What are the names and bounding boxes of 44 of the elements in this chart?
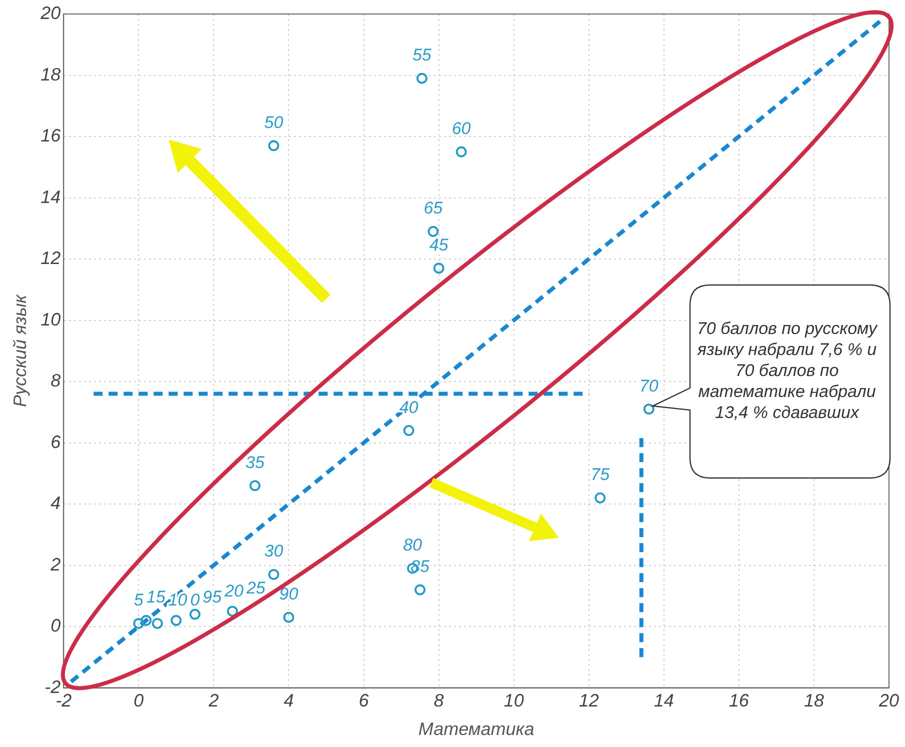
annotation: 20: [224, 582, 244, 601]
annotation: 0: [190, 590, 200, 610]
x-tick-label: 8: [434, 690, 444, 711]
annotation: 10: [168, 590, 188, 610]
annotation: 50: [264, 112, 284, 132]
annotation: 25: [245, 578, 266, 598]
y-tick-label: 0: [50, 616, 61, 636]
annotation: 15: [146, 588, 166, 607]
x-tick-label: 2: [208, 690, 219, 711]
annotation: 35: [246, 452, 265, 472]
y-tick-label: 10: [40, 309, 61, 330]
x-tick-label: 10: [504, 690, 524, 711]
y-tick-label: 6: [50, 432, 62, 452]
annotation: 45: [429, 235, 449, 254]
x-tick-label: 16: [728, 690, 750, 711]
x-tick-label: 4: [284, 690, 294, 711]
y-tick-label: 2: [50, 554, 61, 574]
x-tick-label: 12: [578, 690, 599, 711]
annotation: 75: [590, 465, 610, 484]
annotation: 5: [134, 590, 144, 610]
x-tick-label: 14: [654, 690, 674, 711]
y-tick-label: 8: [50, 370, 61, 391]
x-tick-label: 6: [358, 690, 370, 711]
annotation: 30: [264, 542, 284, 561]
annotation: 65: [424, 198, 444, 218]
x-tick-label: 20: [878, 690, 900, 711]
y-tick-label: 20: [40, 3, 61, 23]
x-tick-label: 18: [804, 690, 824, 711]
annotation: 60: [452, 119, 472, 138]
annotation: 70: [639, 376, 659, 396]
x-axis-title: Математика: [418, 719, 534, 740]
annotation: 80: [403, 536, 423, 555]
y-tick-label: 12: [40, 248, 61, 268]
annotation: 70 баллов по русскому языку набрали 7,6 % и 70 баллов по математике набрали 13,4 % сдававших: [696, 318, 879, 423]
y-tick-label: 18: [40, 64, 61, 84]
y-tick-label: -2: [44, 676, 61, 697]
x-tick-label: 0: [134, 690, 144, 711]
y-tick-label: 16: [40, 126, 62, 146]
annotation: 95: [202, 588, 222, 607]
y-tick-label: 4: [50, 493, 61, 514]
annotation: 55: [412, 46, 432, 65]
y-axis-title: Русский язык: [10, 293, 30, 408]
y-tick-label: 14: [40, 186, 61, 207]
annotation: 90: [279, 584, 299, 604]
